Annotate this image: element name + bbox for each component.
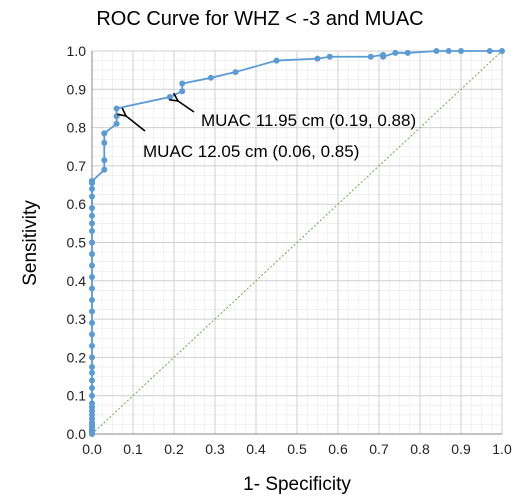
x-tick-label: 0.6 (328, 441, 348, 457)
roc-point (89, 193, 95, 200)
reference-diagonal (91, 50, 503, 435)
roc-point (207, 74, 214, 81)
roc-point (89, 285, 95, 292)
roc-point (89, 178, 95, 185)
x-tick-label: 0.3 (205, 441, 225, 457)
roc-point (89, 205, 95, 212)
roc-point (89, 400, 95, 407)
roc-point (404, 49, 411, 56)
roc-point (367, 53, 374, 60)
x-tick-label: 0.8 (410, 441, 430, 457)
roc-point (101, 130, 108, 137)
x-tick-label: 0.2 (164, 441, 184, 457)
y-tick-label: 0.8 (67, 120, 87, 136)
roc-point (89, 228, 95, 235)
roc-point (380, 53, 387, 60)
roc-point (89, 369, 95, 376)
roc-point (89, 308, 95, 315)
x-tick-label: 0.0 (82, 441, 102, 457)
roc-point (89, 354, 95, 361)
y-tick-label: 0.3 (67, 311, 87, 327)
annotation-arrow (178, 101, 195, 113)
roc-point (179, 88, 186, 95)
major-grid (91, 50, 503, 435)
y-tick-label: 0.0 (67, 426, 87, 442)
roc-point (166, 93, 173, 100)
roc-point (89, 385, 95, 392)
roc-point (89, 220, 95, 227)
y-tick-label: 0.1 (67, 388, 87, 404)
roc-point (89, 262, 95, 269)
roc-point (113, 113, 120, 120)
roc-point (89, 377, 95, 384)
x-tick-label: 0.9 (451, 441, 471, 457)
roc-point (89, 273, 95, 280)
y-tick-label: 0.2 (67, 349, 87, 365)
roc-series (89, 48, 505, 437)
x-tick-label: 0.7 (369, 441, 389, 457)
reference-line (91, 50, 503, 435)
y-tick-label: 0.9 (67, 81, 87, 97)
roc-point (101, 166, 108, 173)
roc-point (89, 319, 95, 326)
x-tick-label: 0.1 (123, 441, 143, 457)
y-tick-label: 0.5 (67, 235, 87, 251)
roc-point (458, 48, 464, 54)
annotation-label: MUAC 11.95 cm (0.19, 0.88) (201, 111, 416, 130)
y-tick-label: 0.6 (67, 196, 87, 212)
roc-point (89, 185, 95, 192)
roc-point (101, 157, 108, 164)
roc-point (445, 48, 452, 54)
roc-point (273, 57, 280, 64)
annotation-arrow (126, 116, 146, 132)
roc-point (113, 105, 120, 112)
roc-point (101, 139, 108, 146)
chart-title: ROC Curve for WHZ < -3 and MUAC (96, 8, 424, 30)
annotations: MUAC 11.95 cm (0.19, 0.88) MUAC 12.05 cm … (126, 101, 416, 161)
x-tick-label: 0.5 (287, 441, 307, 457)
roc-point (89, 342, 95, 349)
x-tick-label: 1.0 (492, 441, 512, 457)
roc-point (179, 80, 186, 87)
roc-point (326, 53, 333, 60)
roc-point (89, 250, 95, 257)
tick-labels: 0.0 0.1 0.2 0.3 0.4 0.5 0.6 0.7 0.8 0.9 1.0 0.0 0.1 0… (67, 43, 512, 457)
roc-point (433, 48, 440, 54)
roc-point (89, 331, 95, 338)
y-tick-label: 1.0 (67, 43, 87, 59)
x-axis-label: 1- Specificity (243, 474, 351, 495)
x-tick-label: 0.4 (246, 441, 266, 457)
roc-point (89, 296, 95, 303)
roc-point (89, 392, 95, 399)
y-tick-label: 0.7 (67, 158, 87, 174)
roc-point (499, 48, 505, 54)
roc-point (89, 212, 95, 219)
roc-point (232, 69, 239, 76)
roc-point (113, 120, 120, 127)
roc-point (314, 55, 321, 62)
y-tick-label: 0.4 (67, 273, 87, 289)
roc-point (89, 239, 95, 246)
roc-point (486, 48, 493, 54)
roc-point (89, 363, 95, 370)
roc-point (392, 49, 399, 56)
annotation-label: MUAC 12.05 cm (0.06, 0.85) (143, 142, 359, 161)
